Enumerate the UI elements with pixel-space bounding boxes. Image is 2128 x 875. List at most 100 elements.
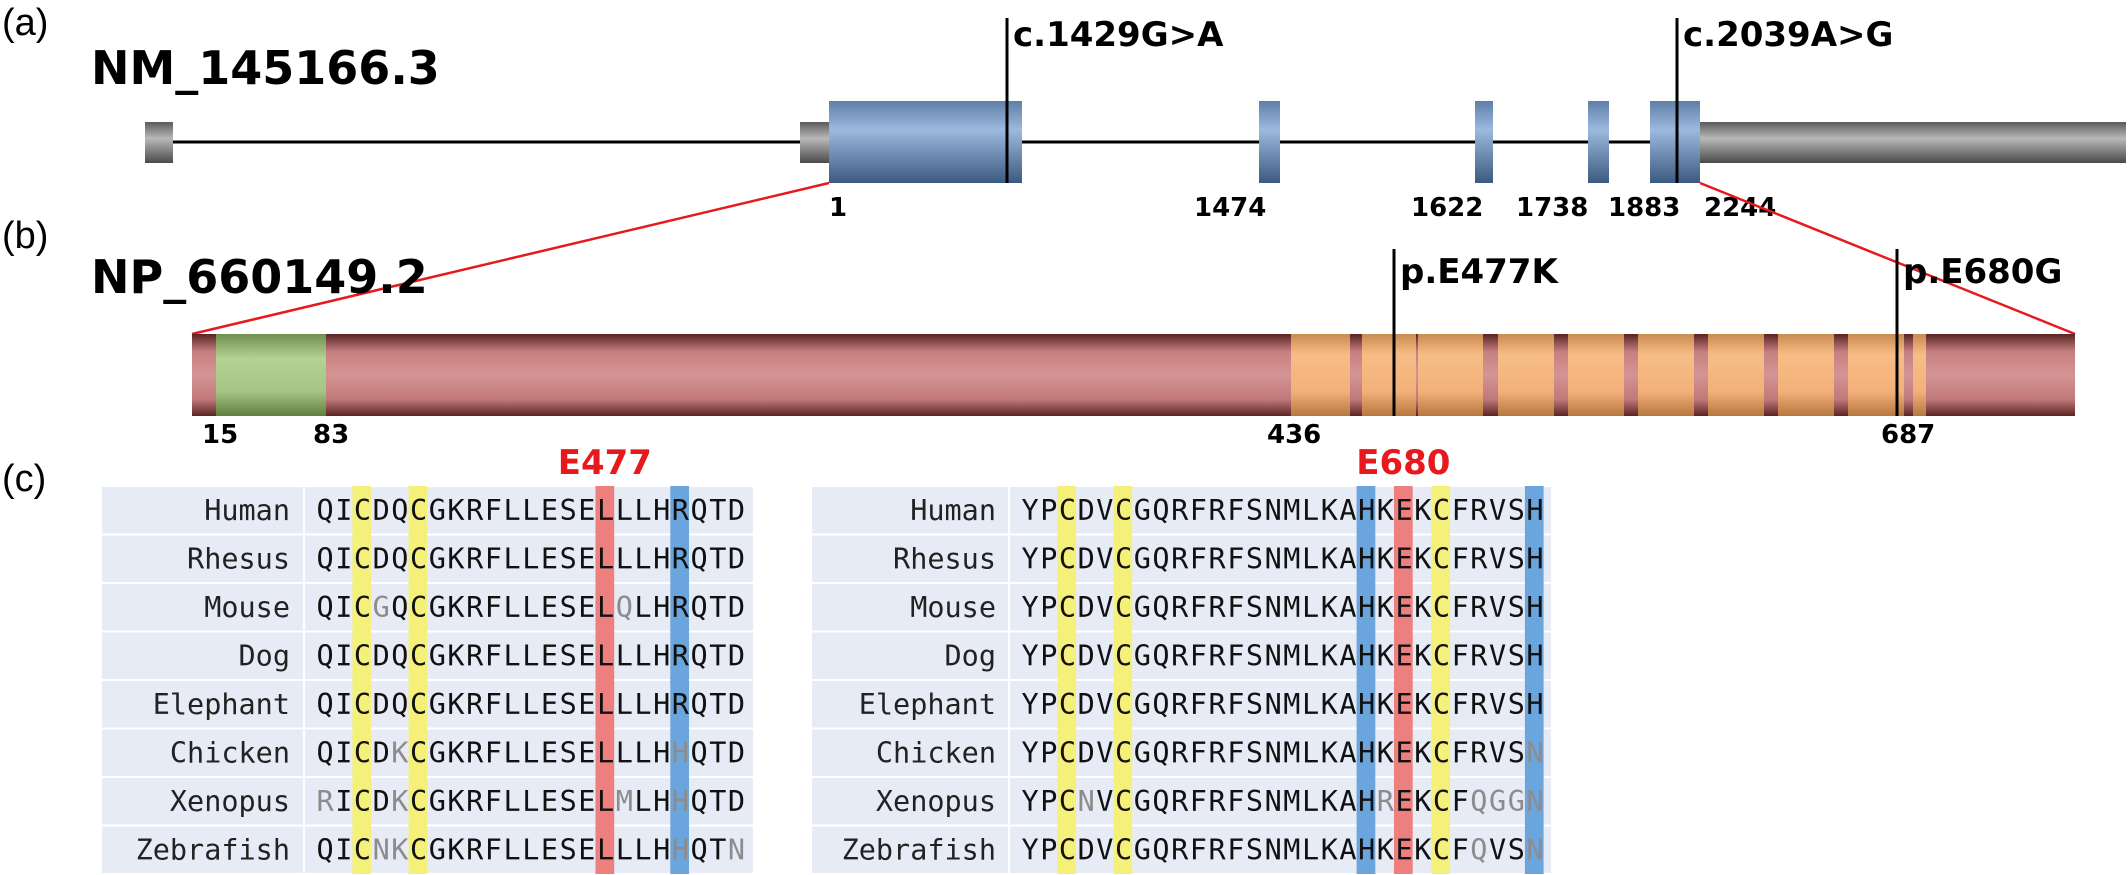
sequence-row: QICDQCGKRFLLESELLLHRQTD (317, 494, 746, 527)
species-label: Mouse (204, 591, 290, 624)
variant-label-c2039: c.2039A>G (1683, 15, 1893, 55)
zinc-finger-5 (1568, 334, 1624, 416)
species-label: Chicken (876, 737, 996, 770)
zinc-finger-9 (1848, 334, 1904, 416)
exon-label-1: 1 (829, 193, 847, 223)
domain-label-436: 436 (1267, 420, 1321, 450)
sequence-row: YPCDVCGQRFRFSNMLKAHKEKCFRVSH (1022, 543, 1544, 576)
alignment-row-bg (812, 487, 1551, 534)
sequence-row: QICDKCGKRFLLESELLLHHQTD (317, 737, 746, 770)
exon-label-1622: 1622 (1411, 193, 1483, 223)
column-highlight (595, 486, 615, 874)
species-label: Chicken (170, 737, 290, 770)
highlight-label-e680: E680 (1356, 443, 1450, 483)
zinc-finger-8 (1778, 334, 1834, 416)
protein-accession: NP_660149.2 (91, 250, 428, 304)
sequence-row: YPCDVCGQRFRFSNMLKAHKEKCFRVSN (1022, 737, 1544, 770)
alignment-row-bg (812, 778, 1551, 825)
alignment-row-bg (102, 729, 753, 776)
sequence-row: YPCDVCGQRFRFSNMLKAHKEKCFRVSH (1022, 640, 1544, 673)
alignment-row-bg (102, 681, 753, 728)
sequence-row: YPCDVCGQRFRFSNMLKAHKEKCFQVSN (1022, 834, 1544, 867)
column-highlight (1356, 486, 1376, 874)
species-label: Xenopus (876, 785, 996, 818)
species-label: Elephant (859, 688, 996, 721)
zinc-finger-7 (1708, 334, 1764, 416)
alignment-row-bg (102, 535, 753, 582)
variant-label-c1429: c.1429G>A (1013, 15, 1224, 55)
alignment-row-bg (102, 632, 753, 679)
n-terminal-domain (216, 334, 326, 416)
transcript-diagram: NM_145166.3 c.1429G>A c.2039A>G 1 1474 1… (91, 15, 2126, 223)
alignment-row-bg (812, 681, 1551, 728)
sequence-row: YPCNVCGQRFRFSNMLKAHREKCFQGGN (1022, 785, 1544, 818)
exon-2 (1259, 101, 1280, 183)
column-highlight (1431, 486, 1451, 874)
domain-label-15: 15 (202, 420, 238, 450)
alignment-divider (303, 486, 305, 874)
alignment-divider (1008, 486, 1010, 874)
utr-5-small (145, 122, 173, 163)
zinc-finger-4 (1498, 334, 1554, 416)
species-label: Rhesus (187, 543, 290, 576)
exon-label-1738: 1738 (1516, 193, 1588, 223)
zinc-finger-10 (1913, 334, 1926, 416)
zinc-finger-6 (1638, 334, 1694, 416)
column-highlight (1524, 486, 1544, 874)
exon-label-1883: 1883 (1608, 193, 1680, 223)
panel-label-b: (b) (2, 215, 48, 257)
alignment-block-e477: E477 Human QICDQCGKRFLLESELLLHRQTD Rhesus QI… (102, 443, 753, 874)
alignment-row-bg (102, 487, 753, 534)
zinc-finger-region (1291, 334, 1926, 416)
sequence-row: YPCDVCGQRFRFSNMLKAHKEKCFRVSH (1022, 688, 1544, 721)
column-highlight (670, 486, 689, 874)
exon-label-1474: 1474 (1194, 193, 1266, 223)
protein-diagram: NP_660149.2 p.E477K p.E680G 15 83 436 68… (91, 249, 2075, 450)
sequence-row: YPCDVCGQRFRFSNMLKAHKEKCFRVSH (1022, 591, 1544, 624)
sequence-row: QICDQCGKRFLLESELLLHRQTD (317, 688, 746, 721)
zinc-finger-1 (1291, 334, 1350, 416)
transcript-accession: NM_145166.3 (91, 41, 440, 95)
species-label: Dog (945, 640, 996, 673)
alignment-row-bg (102, 778, 753, 825)
sequence-row: QICDQCGKRFLLESELLLHRQTD (317, 640, 746, 673)
panel-label-c: (c) (2, 458, 46, 500)
sequence-row: RICDKCGKRFLLESELMLHHQTD (317, 785, 746, 818)
exon-1 (829, 101, 1022, 183)
species-label: Human (204, 494, 290, 527)
variant-label-e477k: p.E477K (1400, 252, 1559, 292)
highlight-label-e477: E477 (558, 443, 652, 483)
zinc-finger-3 (1418, 334, 1483, 416)
alignment-row-bg (812, 826, 1551, 873)
zinc-finger-2 (1362, 334, 1416, 416)
species-label: Human (910, 494, 996, 527)
alignment-row-bg (812, 584, 1551, 631)
domain-label-83: 83 (313, 420, 349, 450)
exon-4 (1588, 101, 1609, 183)
species-label: Xenopus (170, 785, 290, 818)
alignment-row-bg (102, 584, 753, 631)
column-highlight (1057, 486, 1077, 874)
variant-label-e680g: p.E680G (1903, 252, 2062, 292)
sequence-row: QICGQCGKRFLLESELQLHRQTD (317, 591, 746, 624)
alignment-row-bg (812, 729, 1551, 776)
connector-right (1699, 181, 2076, 336)
alignment-block-e680: E680 Human YPCDVCGQRFRFSNMLKAHKEKCFRVSH Rhe… (812, 443, 1551, 874)
species-label: Zebrafish (842, 834, 996, 867)
exon-3 (1475, 101, 1493, 183)
utr-5-exon1 (800, 122, 830, 163)
sequence-row: QICNKCGKRFLLESELLLHHQTN (317, 834, 746, 867)
column-highlight (352, 486, 372, 874)
species-label: Dog (239, 640, 290, 673)
species-label: Zebrafish (136, 834, 290, 867)
exon-label-2244: 2244 (1704, 193, 1776, 223)
utr-3 (1700, 122, 2126, 163)
panel-label-a: (a) (2, 2, 48, 44)
alignment-row-bg (102, 826, 753, 873)
alignment-row-bg (812, 632, 1551, 679)
column-highlight (408, 486, 428, 874)
column-highlight (1394, 486, 1413, 874)
alignment-row-bg (812, 535, 1551, 582)
domain-label-687: 687 (1881, 420, 1935, 450)
